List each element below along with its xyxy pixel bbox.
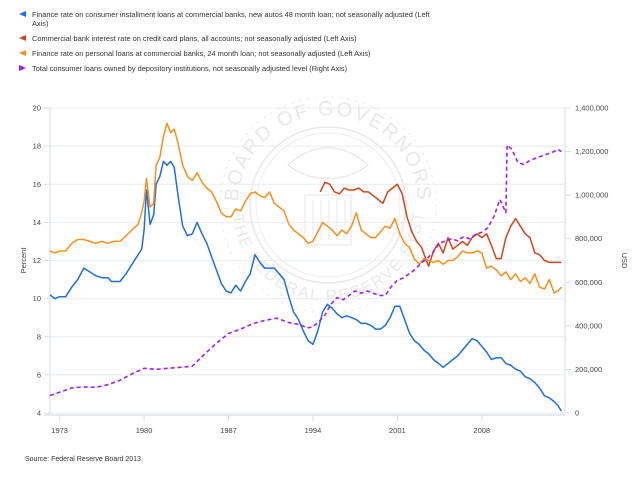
- gridlines: [50, 107, 565, 414]
- left-tick-label: 18: [33, 142, 41, 151]
- right-tick-label: 400,000: [575, 321, 602, 330]
- blue-triangle-icon: [19, 11, 26, 17]
- left-tick-label: 6: [37, 370, 41, 379]
- x-tick-label: 1994: [305, 426, 322, 435]
- left-tick-label: 12: [33, 256, 41, 265]
- left-axis-title: Percent: [19, 247, 28, 274]
- federal-reserve-seal-watermark: BOARD OF GOVERNORS OF THE FEDERAL RESERV…: [0, 0, 437, 314]
- left-tick-label: 4: [37, 409, 41, 418]
- series-line-auto-loan-rate: [49, 160, 563, 412]
- purple-dashed-triangle-icon: [19, 65, 26, 71]
- legend-item-total-consumer-loans[interactable]: Total consumer loans owned by depository…: [10, 64, 430, 73]
- series-lines: [49, 122, 563, 412]
- legend-label: Finance rate on consumer installment loa…: [32, 10, 430, 28]
- right-tick-label: 200,000: [575, 365, 602, 374]
- source-note: Source: Federal Reserve Board 2013: [25, 456, 141, 463]
- x-tick-label: 1987: [220, 426, 237, 435]
- right-tick-label: 800,000: [575, 234, 602, 243]
- right-tick-label: 1,400,000: [575, 104, 608, 113]
- left-tick-label: 20: [33, 104, 41, 113]
- left-tick-label: 14: [33, 218, 41, 227]
- legend: Finance rate on consumer installment loa…: [10, 10, 430, 79]
- x-tick-label: 2001: [389, 426, 406, 435]
- watermark-text-bottom: OF THE FEDERAL RESERVE SYSTEM: [0, 0, 426, 305]
- x-tick-label: 1980: [136, 426, 153, 435]
- right-tick-label: 1,000,000: [575, 191, 608, 200]
- left-tick-label: 10: [33, 294, 41, 303]
- series-line-total-consumer-loans: [49, 144, 562, 397]
- right-tick-label: 1,200,000: [575, 147, 608, 156]
- left-tick-label: 16: [33, 180, 41, 189]
- axes: [44, 107, 571, 421]
- series-line-credit-card-rate: [319, 181, 562, 267]
- svg-text:OF THE FEDERAL RESERVE SYSTEM: OF THE FEDERAL RESERVE SYSTEM: [0, 0, 428, 305]
- axis-labels: 4 6 8 10 12 14 16 18 20 0 200,000 400,000 600,000 800…: [19, 104, 629, 436]
- legend-label: Total consumer loans owned by depository…: [32, 64, 348, 73]
- svg-text:BOARD OF GOVERNORS: BOARD OF GOVERNORS: [221, 98, 435, 203]
- orange-triangle-icon: [19, 50, 26, 56]
- legend-label: Commercial bank interest rate on credit …: [32, 34, 357, 43]
- left-tick-label: 8: [37, 332, 41, 341]
- right-axis-title: USD: [620, 253, 629, 269]
- right-tick-label: 0: [575, 409, 579, 418]
- legend-item-personal-loans[interactable]: Finance rate on personal loans at commer…: [10, 49, 430, 58]
- legend-item-credit-card[interactable]: Commercial bank interest rate on credit …: [10, 34, 430, 43]
- legend-label: Finance rate on personal loans at commer…: [32, 49, 371, 58]
- right-tick-label: 600,000: [575, 278, 602, 287]
- legend-item-auto-loans[interactable]: Finance rate on consumer installment loa…: [10, 10, 430, 28]
- x-tick-label: 2008: [473, 426, 490, 435]
- series-line-personal-loan-rate: [49, 122, 562, 294]
- red-triangle-icon: [19, 35, 26, 41]
- x-tick-label: 1973: [51, 426, 68, 435]
- watermark-text-top: BOARD OF GOVERNORS: [221, 98, 433, 203]
